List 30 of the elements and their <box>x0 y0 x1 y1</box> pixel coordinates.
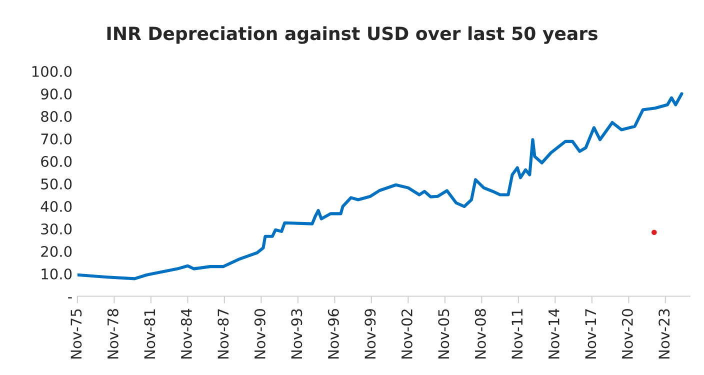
x-tick-label: Nov-81 <box>144 309 156 359</box>
x-tick-label: Nov-78 <box>107 309 118 359</box>
chart-title: INR Depreciation against USD over last 50 years <box>107 26 598 44</box>
y-tick-label: 10.0 <box>42 268 72 280</box>
y-tick-label: 100.0 <box>32 66 72 77</box>
y-tick-label: 70.0 <box>41 133 72 144</box>
y-tick-label: - <box>68 297 72 298</box>
y-tick-label: 90.0 <box>41 88 72 100</box>
x-tick-label: Nov-23 <box>658 309 670 359</box>
x-tick-label: Nov-20 <box>622 309 633 359</box>
x-tick-label: Nov-08 <box>474 309 486 359</box>
x-tick-label: Nov-75 <box>70 309 82 359</box>
x-tick-label: Nov-90 <box>254 309 266 359</box>
x-tick-label: Nov-14 <box>548 308 560 359</box>
x-tick-label: Nov-93 <box>291 309 302 359</box>
x-tick-label: Nov-99 <box>364 309 376 359</box>
y-tick-label: 80.0 <box>41 110 72 122</box>
line-series <box>77 92 684 280</box>
x-tick-label: Nov-96 <box>328 308 339 359</box>
x-tick-label: Nov-02 <box>401 310 412 359</box>
x-tick-label: Nov-84 <box>180 308 192 359</box>
x-tick-label: Nov-87 <box>218 309 229 359</box>
y-tick-label: 40.0 <box>40 200 72 212</box>
x-tick-label: Nov-11 <box>512 309 523 359</box>
y-tick-label: 50.0 <box>41 178 72 190</box>
y-tick-label: 30.0 <box>41 223 72 234</box>
x-tick-label: Nov-17 <box>585 309 596 359</box>
y-tick-label: 60.0 <box>41 156 72 167</box>
x-tick-label: Nov-05 <box>438 309 450 359</box>
y-tick-label: 20.0 <box>41 246 72 257</box>
